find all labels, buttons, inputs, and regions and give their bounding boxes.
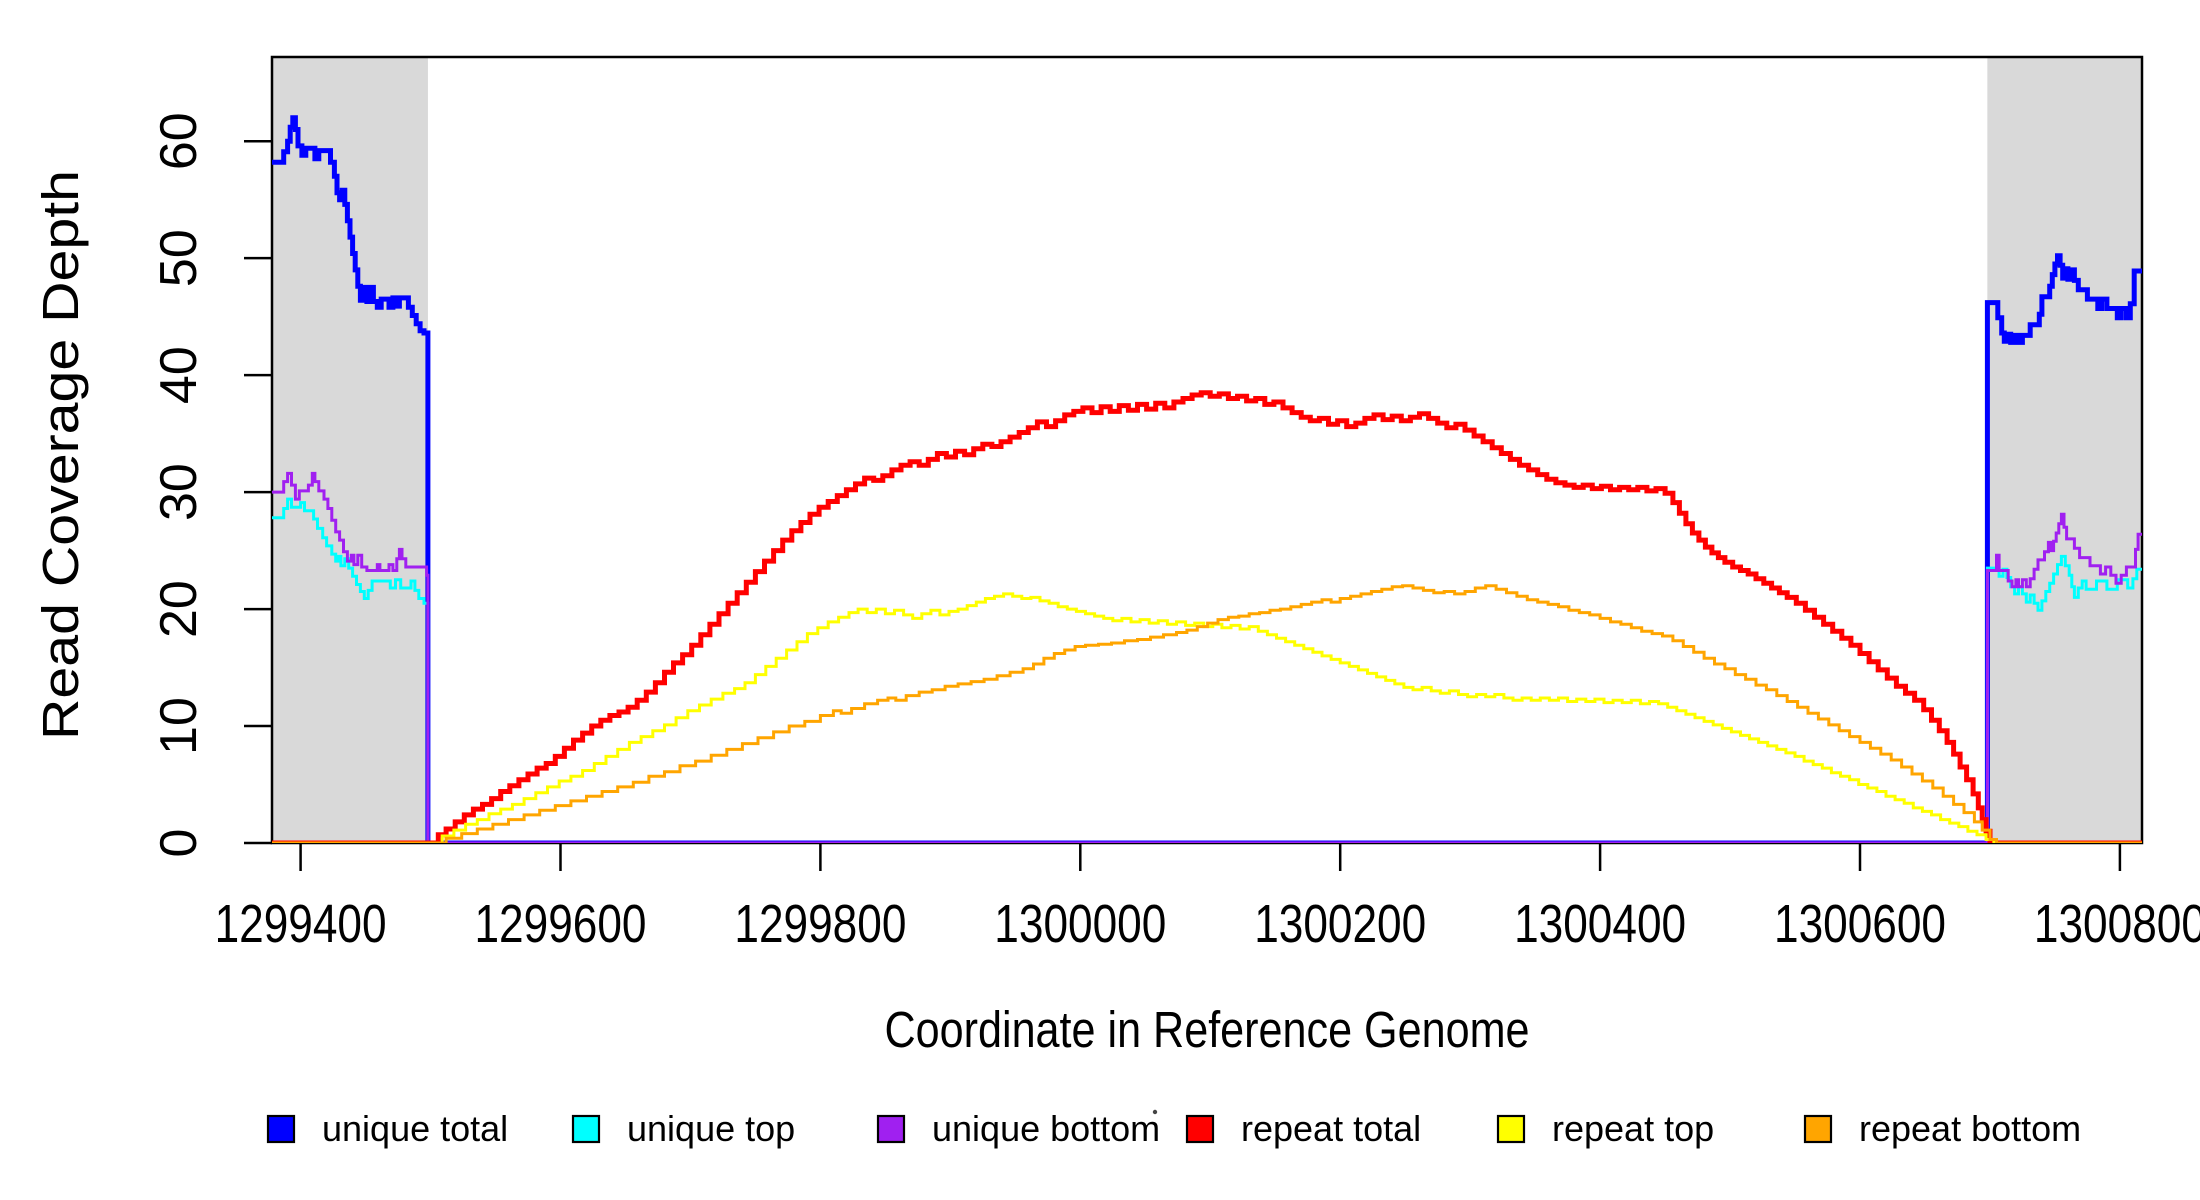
x-tick-label: 1300600: [1774, 894, 1946, 954]
legend-swatch-unique-top: [571, 1114, 601, 1144]
x-tick-label: 1300400: [1514, 894, 1686, 954]
y-axis-title: Read Coverage Depth: [32, 170, 89, 740]
legend-swatch-repeat-bottom: [1803, 1114, 1833, 1144]
shaded-regions-layer: [272, 57, 2142, 843]
series-line-unique-bottom: [272, 471, 2142, 843]
legend-label-repeat-top: repeat top: [1552, 1108, 1714, 1149]
series-line-repeat-total: [272, 390, 2142, 843]
y-tick-label: 0: [150, 829, 208, 858]
legend-label-repeat-bottom: repeat bottom: [1859, 1108, 2081, 1149]
shaded-region-right: [1987, 57, 2142, 843]
legend-item-unique-top: unique top: [571, 1108, 795, 1149]
stray-dot-artifact: [1152, 1109, 1158, 1115]
legend-item-unique-bottom: unique bottom: [876, 1108, 1160, 1149]
series-line-unique-top: [272, 497, 2142, 843]
shaded-region-left: [272, 57, 428, 843]
legend-swatch-repeat-total: [1185, 1114, 1215, 1144]
legend-label-unique-total: unique total: [322, 1108, 508, 1149]
legend-item-repeat-top: repeat top: [1496, 1108, 1714, 1149]
x-tick-label: 1300800: [2034, 894, 2200, 954]
x-tick-label: 1299800: [734, 894, 906, 954]
series-line-repeat-bottom: [272, 584, 2142, 843]
y-tick-label: 60: [150, 112, 208, 170]
legend-item-repeat-bottom: repeat bottom: [1803, 1108, 2081, 1149]
legend-swatch-unique-total: [266, 1114, 296, 1144]
legend: unique total unique top unique bottom repea…: [266, 1108, 2081, 1149]
y-tick-label: 30: [150, 463, 208, 521]
x-axis-title: Coordinate in Reference Genome: [885, 1001, 1530, 1058]
y-tick-label: 50: [150, 229, 208, 287]
x-tick-label: 1299400: [215, 894, 387, 954]
series-line-unique-total: [272, 115, 2142, 843]
plot-border-box: [270, 55, 2144, 845]
legend-swatch-unique-bottom: [876, 1114, 906, 1144]
legend-item-repeat-total: repeat total: [1185, 1108, 1421, 1149]
y-tick-label: 20: [150, 580, 208, 638]
legend-item-unique-total: unique total: [266, 1108, 508, 1149]
x-tick-label: 1300000: [994, 894, 1166, 954]
legend-label-unique-top: unique top: [627, 1108, 795, 1149]
axis-ticks-layer: 1299400 1299600 1299800 1300000 1300200 13004…: [150, 112, 2200, 954]
y-tick-label: 10: [150, 697, 208, 755]
x-tick-label: 1299600: [474, 894, 646, 954]
legend-label-unique-bottom: unique bottom: [932, 1108, 1160, 1149]
legend-swatch-repeat-top: [1496, 1114, 1526, 1144]
series-layer: [272, 115, 2142, 843]
series-line-repeat-top: [272, 592, 2142, 843]
x-tick-label: 1300200: [1254, 894, 1426, 954]
legend-label-repeat-total: repeat total: [1241, 1108, 1421, 1149]
y-tick-label: 40: [150, 346, 208, 404]
